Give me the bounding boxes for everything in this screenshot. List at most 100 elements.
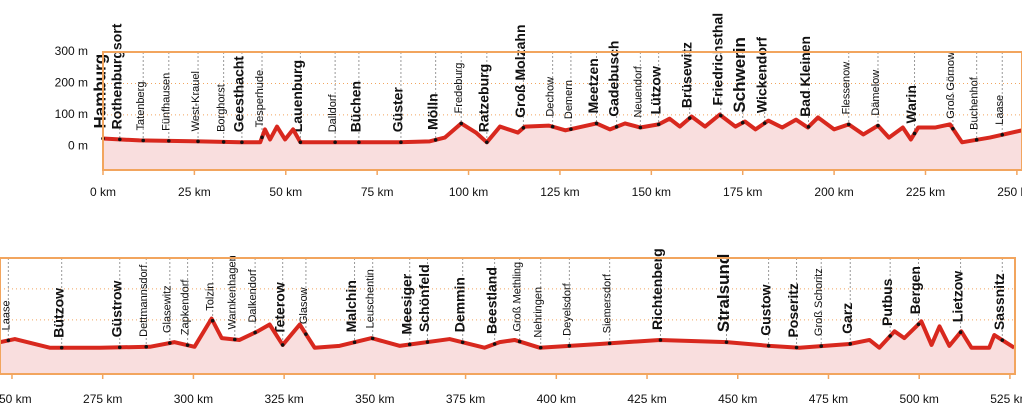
town-label: Dämelow xyxy=(870,70,882,116)
town-dot xyxy=(185,343,190,347)
town-dot xyxy=(460,340,465,345)
town-label: Büchen xyxy=(348,81,364,132)
town-dot xyxy=(117,345,122,350)
town-dot xyxy=(399,140,403,145)
x-tick-label: 275 km xyxy=(83,392,122,406)
x-tick-label: 425 km xyxy=(627,392,666,406)
town-label: Tolzin xyxy=(205,283,217,311)
profile-line xyxy=(0,316,1016,350)
town-dot xyxy=(118,137,122,142)
town-dot xyxy=(724,340,729,344)
town-label: Dettmannsdorf xyxy=(138,264,150,337)
town-dot xyxy=(433,138,438,142)
town-label: Warin xyxy=(903,85,919,123)
town-dot xyxy=(594,121,599,126)
town-dot xyxy=(762,121,767,125)
town-dot xyxy=(806,125,811,129)
town-label: Groß Görnow xyxy=(945,52,957,119)
town-label: Lauenburg xyxy=(289,60,305,132)
town-dot xyxy=(538,345,543,350)
town-label: Lietzow xyxy=(949,271,965,322)
town-label: Zapkendorf xyxy=(180,279,192,336)
town-label: Leuschentin xyxy=(365,269,377,328)
town-dot xyxy=(357,140,361,145)
x-tick-label: 0 km xyxy=(90,185,116,199)
town-label: Richtenberg xyxy=(649,248,665,330)
town-dot xyxy=(260,135,264,140)
town-label: Garz xyxy=(839,303,855,334)
x-tick-label: 375 km xyxy=(446,392,485,406)
town-label: Meetzen xyxy=(585,58,601,113)
profile-area xyxy=(0,318,1015,374)
town-label: Hamburg xyxy=(90,54,109,129)
town-dot xyxy=(240,140,244,145)
town-label: Wickendorf xyxy=(753,37,769,113)
town-dot xyxy=(848,342,853,346)
town-dot xyxy=(718,113,723,118)
town-dot xyxy=(232,337,237,342)
town-dot xyxy=(567,344,572,348)
town-label: Gustow xyxy=(757,284,773,335)
town-label: Dalldorf xyxy=(327,93,339,132)
town-label: Putbus xyxy=(879,278,895,326)
town-dot xyxy=(333,140,337,145)
town-label: Warnkenhagen xyxy=(227,255,239,329)
x-tick-label: 525 km xyxy=(990,392,1022,406)
town-label: Tesperhude xyxy=(254,70,266,128)
x-tick-label: 350 km xyxy=(355,392,394,406)
town-dot xyxy=(916,322,921,327)
town-dot xyxy=(1000,132,1005,137)
town-dot xyxy=(352,340,357,345)
town-dot xyxy=(59,345,64,350)
town-dot xyxy=(888,334,892,338)
town-label: Brüsewitz xyxy=(678,42,694,108)
town-dot xyxy=(221,140,226,144)
town-label: Fredeburg xyxy=(453,63,465,114)
town-dot xyxy=(168,341,172,345)
town-label: Beestland xyxy=(483,267,499,334)
town-label: Borghorst xyxy=(216,84,228,132)
town-dot xyxy=(794,345,799,350)
town-dot xyxy=(210,318,215,323)
town-label: Sassnitz xyxy=(991,273,1007,330)
x-tick-label: 325 km xyxy=(264,392,303,406)
town-dot xyxy=(766,343,771,348)
x-tick-label: 75 km xyxy=(361,185,394,199)
town-label: Siemersdorf xyxy=(602,273,614,333)
town-dot xyxy=(846,122,851,127)
y-tick-label: 100 m xyxy=(55,107,88,121)
town-label: Ratzeburg xyxy=(476,64,492,132)
town-dot xyxy=(166,139,171,143)
town-dot xyxy=(614,124,619,129)
town-dot xyxy=(485,140,489,145)
town-dot xyxy=(370,336,375,341)
x-tick-label: 500 km xyxy=(900,392,939,406)
town-dot xyxy=(253,330,257,335)
town-label: Meesiger xyxy=(398,273,414,334)
town-dot xyxy=(951,126,955,131)
town-dot xyxy=(656,122,661,127)
town-label: Groß Methling xyxy=(512,262,524,332)
town-label: Güstrow xyxy=(108,280,124,337)
town-label: Fünfhausen xyxy=(161,73,173,131)
x-tick-label: 475 km xyxy=(809,392,848,406)
town-label: Flessenow xyxy=(841,62,853,115)
town-dot xyxy=(1000,338,1005,342)
town-label: Malchin xyxy=(343,280,359,332)
x-tick-label: 175 km xyxy=(723,185,762,199)
town-dot xyxy=(658,338,663,342)
profile-line xyxy=(102,112,1022,145)
town-dot xyxy=(144,345,149,349)
x-tick-label: 25 km xyxy=(178,185,211,199)
x-tick-label: 100 km xyxy=(449,185,488,199)
town-dot xyxy=(407,342,412,347)
town-label: Güster xyxy=(390,87,406,133)
y-tick-label: 200 m xyxy=(55,76,88,90)
town-label: Deyelsdorf xyxy=(561,282,573,336)
town-label: Stralsund xyxy=(714,254,733,332)
town-dot xyxy=(974,138,979,142)
town-dot xyxy=(740,120,745,125)
town-label: Schwerin xyxy=(730,37,749,113)
town-label: Bützow xyxy=(50,288,66,338)
town-label: Laase xyxy=(994,95,1006,125)
